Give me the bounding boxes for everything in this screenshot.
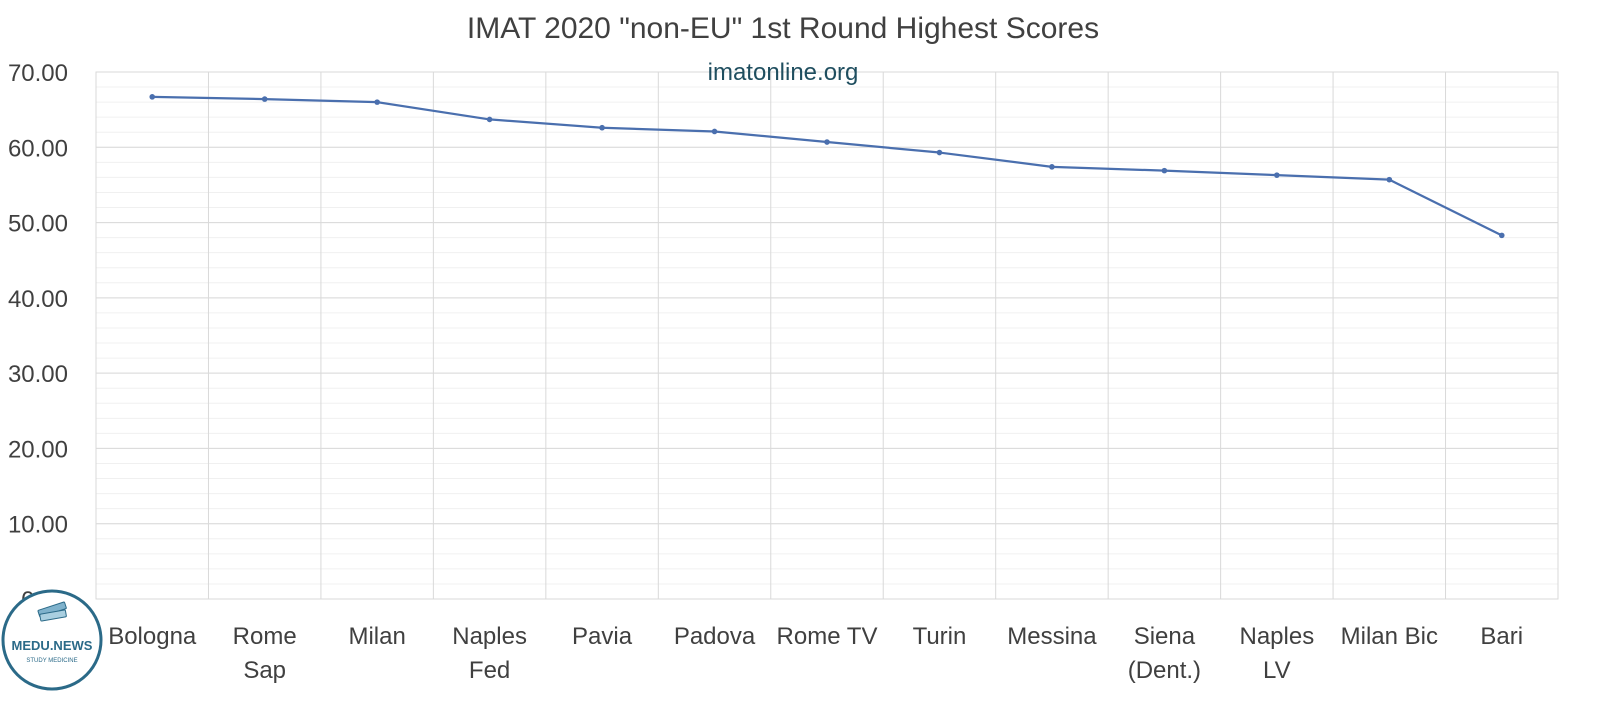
medu-news-logo: MEDU.NEWS STUDY MEDICINE: [1, 589, 103, 691]
data-point: [1161, 167, 1168, 174]
data-point: [1386, 176, 1393, 183]
x-tick-label: Milan: [348, 623, 405, 650]
x-tick-label: Siena (Dent.): [1128, 623, 1201, 684]
data-point: [936, 149, 943, 156]
minor-gridlines: [96, 71, 1558, 600]
x-tick-label: Naples LV: [1239, 623, 1314, 684]
y-tick-label: 50.00: [8, 211, 68, 238]
x-tick-label: Bologna: [108, 623, 197, 650]
major-gridlines: [96, 71, 1558, 600]
data-point: [374, 99, 380, 105]
chart-title: IMAT 2020 "non-EU" 1st Round Highest Sco…: [467, 12, 1099, 45]
x-tick-label: Rome TV: [777, 623, 878, 650]
data-point: [1498, 232, 1505, 239]
data-point: [1274, 172, 1280, 178]
x-tick-label: Pavia: [572, 623, 633, 650]
plot-area: [95, 71, 1559, 600]
data-point: [486, 116, 493, 123]
watermark-text: imatonline.org: [708, 59, 859, 86]
x-tick-label: Naples Fed: [452, 623, 527, 684]
y-tick-label: 40.00: [8, 286, 68, 313]
x-tick-label: Turin: [913, 623, 967, 650]
x-tick-label: Padova: [674, 623, 756, 650]
y-tick-label: 60.00: [8, 135, 68, 162]
data-point: [599, 124, 605, 131]
y-tick-label: 30.00: [8, 361, 68, 388]
y-tick-label: 70.00: [8, 60, 68, 87]
logo-title: MEDU.NEWS: [12, 638, 93, 653]
data-point: [261, 96, 268, 102]
x-tick-label: Bari: [1480, 623, 1523, 650]
x-axis-category-labels: Bologna Rome Sap Milan Naples Fed Pavia Padova R…: [108, 623, 1523, 684]
book-stack-icon: [37, 601, 67, 622]
data-point: [149, 94, 156, 100]
x-tick-label: Messina: [1007, 623, 1097, 650]
y-tick-label: 20.00: [8, 436, 68, 463]
y-tick-label: 10.00: [8, 512, 68, 539]
logo-subtitle: STUDY MEDICINE: [26, 658, 77, 664]
data-point: [1049, 164, 1055, 170]
vertical-gridlines: [207, 72, 1447, 599]
x-tick-label: Rome Sap: [233, 623, 297, 684]
data-point: [711, 128, 718, 135]
x-tick-label: Milan Bic: [1341, 623, 1438, 650]
series-highest-score: [149, 94, 1505, 239]
data-point: [824, 139, 830, 145]
